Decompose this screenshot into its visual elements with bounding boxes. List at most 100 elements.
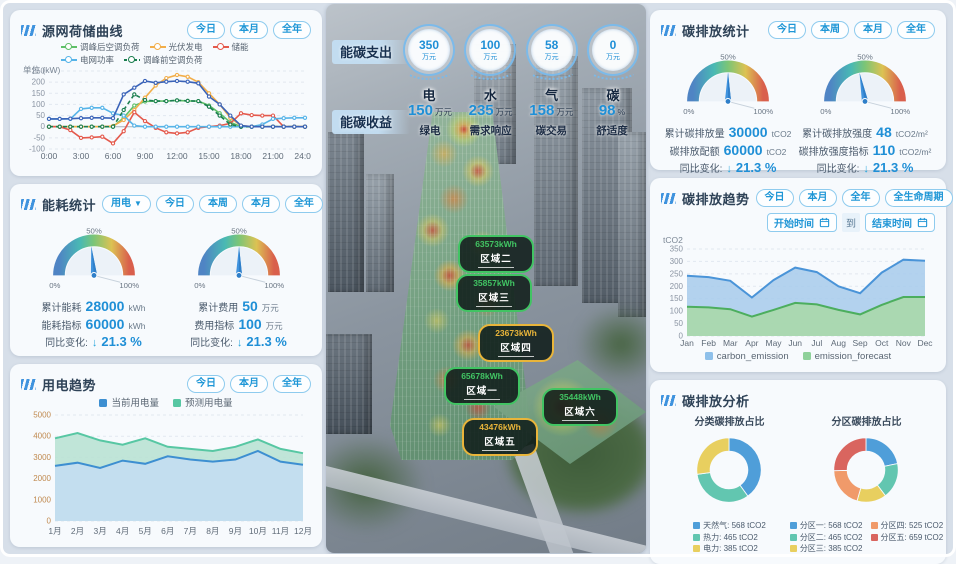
legend-item[interactable]: emission_forecast	[802, 351, 891, 362]
carbon-gauges: 0% 50% 100% 累计碳排放量 30000 tCO2 碳排放配额 60000 tCO2 同比…	[661, 43, 935, 175]
legend-item[interactable]: carbon_emission	[704, 351, 789, 362]
time-filter-button[interactable]: 本周	[198, 195, 237, 213]
svg-text:250: 250	[32, 67, 46, 76]
time-filter-group: 今日 本周 本月 全年	[768, 21, 935, 39]
time-filter-button[interactable]: 本月	[230, 21, 268, 39]
time-filter-button[interactable]: 本月	[241, 195, 280, 213]
zone-name: 区域四	[498, 343, 534, 358]
time-filter-button[interactable]: 今日	[187, 21, 225, 39]
legend-item[interactable]: 光伏发电	[149, 41, 203, 53]
legend-item[interactable]: 预测用电量	[173, 395, 233, 409]
yoy-label: 同比变化:	[45, 338, 88, 349]
time-filter-button[interactable]: 今日	[155, 195, 194, 213]
stat-unit: 万元	[265, 321, 283, 331]
legend-ring-icon	[61, 56, 77, 65]
time-filter-button[interactable]: 全年	[273, 21, 311, 39]
zone-label-区域三[interactable]: 35857kWh 区域三	[456, 274, 532, 313]
income-banner: 能碳收益	[332, 110, 411, 134]
svg-text:5月: 5月	[139, 526, 152, 536]
svg-text:15:00: 15:00	[198, 151, 220, 161]
time-filter-button[interactable]: 本周	[811, 21, 849, 39]
income-stat: 158 万元 碳交易	[523, 102, 579, 138]
zone-name: 区域二	[478, 254, 514, 269]
legend-square-icon	[802, 351, 811, 360]
time-filter-button[interactable]: 全年	[841, 189, 880, 207]
zone-label-区域二[interactable]: 63573kWh 区域二	[458, 235, 534, 274]
svg-text:3月: 3月	[93, 526, 106, 536]
time-filter-button[interactable]: 本月	[798, 189, 837, 207]
legend-square-icon	[704, 351, 713, 360]
svg-text:8月: 8月	[206, 526, 219, 536]
time-filter-button[interactable]: 全生命周期	[884, 189, 953, 207]
zone-label-区域四[interactable]: 23673kWh 区域四	[478, 324, 554, 363]
yoy-label: 同比变化:	[679, 164, 723, 175]
carbon-trend-chart: 0 50 100 150 200 250 300 350 Jan Feb Mar Apr May Jun J…	[670, 245, 933, 348]
stat-label: 费用指标	[194, 321, 235, 332]
energy-type-dropdown[interactable]: 用电 ▼	[102, 195, 151, 213]
start-date-input[interactable]: 开始时间	[767, 212, 837, 232]
stat-value: 235 万元	[468, 102, 513, 119]
svg-text:100%: 100%	[753, 107, 773, 116]
zone-label-区域一[interactable]: 65678kWh 区域一	[444, 367, 520, 406]
panel-energy-stats: 能耗统计 用电 ▼ 今日 本周 本月 全年 0% 50% 100% 累计能耗 28000 kWh 能…	[10, 184, 323, 356]
down-arrow-icon: ↓	[91, 337, 98, 349]
svg-text:100%: 100%	[264, 281, 284, 290]
svg-text:200: 200	[32, 78, 46, 87]
zone-energy-value: 63573kWh	[475, 239, 517, 249]
expense-circles: 350 万元电 100 万元水 58 万元气 0 万元碳	[402, 24, 640, 104]
time-filter-button[interactable]: 今日	[768, 21, 806, 39]
stat-unit: tCO2	[771, 129, 792, 139]
time-filter-button[interactable]: 本月	[230, 375, 268, 393]
donut-charts: 分类碳排放占比 天然气: 568 tCO2 热力: 465 tCO2 电力: 385…	[661, 413, 943, 555]
svg-text:10月: 10月	[249, 526, 267, 536]
expense-stat: 58 万元气	[525, 24, 579, 104]
svg-text:50%: 50%	[231, 227, 247, 236]
expense-banner: 能碳支出	[332, 40, 411, 64]
down-arrow-icon: ↓	[236, 337, 243, 349]
gauge-stat-row: 能耗指标 60000 kWh	[35, 316, 153, 332]
svg-text:11月: 11月	[272, 526, 289, 536]
zone-label-区域六[interactable]: 35448kWh 区域六	[542, 388, 618, 427]
legend-item[interactable]: 电网功率	[61, 54, 114, 66]
yoy-row: 同比变化: ↓ 21.3 %	[665, 160, 792, 175]
time-filter-button[interactable]: 本月	[854, 21, 892, 39]
legend-label: 天然气: 568 tCO2	[703, 521, 766, 530]
zone-energy-value: 23673kWh	[495, 328, 537, 338]
legend-ring-icon	[61, 43, 77, 52]
legend-item[interactable]: 调峰前空调负荷	[124, 54, 203, 66]
donut-legend-item: 分区二: 465 tCO2	[789, 532, 863, 544]
time-filter-button[interactable]: 全年	[273, 375, 311, 393]
svg-text:0%: 0%	[194, 281, 205, 290]
zone-label-区域五[interactable]: 43476kWh 区域五	[462, 418, 538, 457]
stat-circle: 58 万元	[525, 24, 578, 80]
time-filter-button[interactable]: 全年	[897, 21, 935, 39]
stat-unit: tCO2	[766, 147, 787, 157]
svg-text:Jan: Jan	[680, 338, 694, 348]
time-filter-button[interactable]: 今日	[755, 189, 794, 207]
time-filter-button[interactable]: 全年	[284, 195, 323, 213]
time-filter-button[interactable]: 今日	[187, 375, 225, 393]
stat-value: 110	[872, 142, 896, 158]
panel-electricity-trend: 用电趋势 今日 本月 全年 当前用电量 预测用电量 0 1000 2000 3000 4000…	[10, 364, 322, 547]
zone-name: 区域五	[482, 437, 518, 452]
date-range-row: 开始时间 到 结束时间	[661, 211, 935, 233]
stat-circle: 350 万元	[403, 24, 455, 80]
income-stat: 98% 舒适度	[584, 102, 640, 138]
stat-circle: 0 万元	[586, 24, 639, 80]
svg-text:0%: 0%	[49, 281, 60, 290]
stat-value: 0	[609, 37, 617, 52]
legend-item[interactable]: 储能	[212, 41, 249, 53]
legend-item[interactable]: 调峰后空调负荷	[61, 41, 140, 53]
chevron-down-icon: ▼	[134, 199, 142, 208]
gauge-block: 0% 50% 100% 累计费用 50 万元 费用指标 100 万元 同比变化: ↓ 21.3 %	[180, 217, 298, 349]
legend-item[interactable]: 当前用电量	[99, 395, 159, 409]
chart-legend: carbon_emission emission_forecast	[661, 349, 935, 363]
end-date-input[interactable]: 结束时间	[865, 212, 935, 232]
left-column: 源网荷储曲线 今日 本月 全年 调峰后空调负荷 光伏发电 储能 电网功率 调峰前空调负荷 单…	[10, 10, 323, 547]
stat-value: 60000	[723, 142, 763, 158]
legend-square-icon	[693, 545, 701, 553]
svg-text:50%: 50%	[86, 227, 102, 236]
stat-name: 碳交易	[535, 125, 568, 137]
down-arrow-icon: ↓	[863, 163, 869, 175]
gauge-stat-row: 碳排放配额 60000 tCO2	[665, 142, 792, 158]
